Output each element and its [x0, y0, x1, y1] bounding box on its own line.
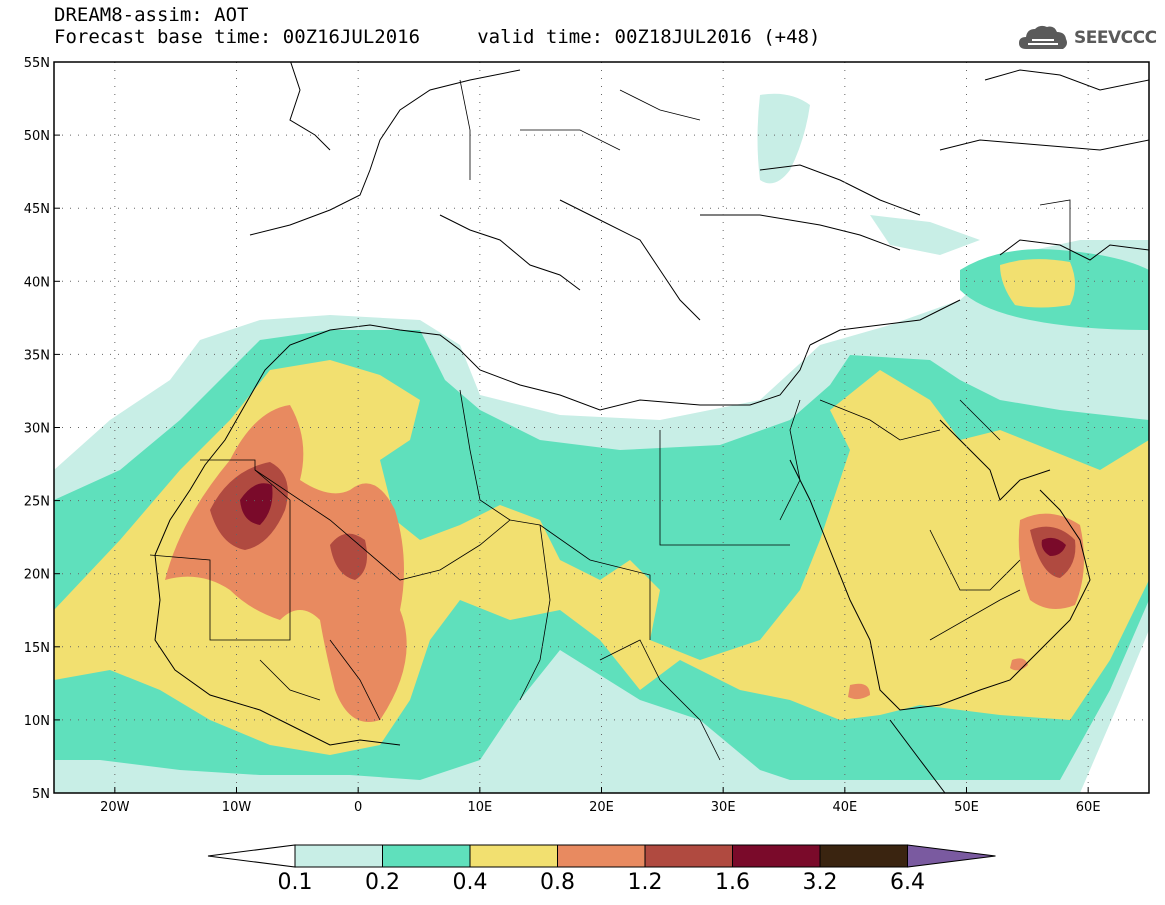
- lon-label: 60E: [1076, 800, 1101, 815]
- colorbar: 0.1 0.2 0.4 0.8 1.2 1.6 3.2 6.4: [208, 845, 996, 895]
- lat-label: 35N: [24, 348, 50, 363]
- lat-label: 55N: [24, 56, 50, 71]
- lat-label: 30N: [24, 422, 50, 437]
- lat-label: 50N: [24, 129, 50, 144]
- lon-label: 20E: [589, 800, 614, 815]
- colorbar-box: [295, 845, 383, 867]
- colorbar-label: 1.6: [715, 870, 750, 895]
- colorbar-arrow-low: [208, 845, 295, 867]
- colorbar-label: 6.4: [890, 870, 925, 895]
- colorbar-label: 0.4: [453, 870, 488, 895]
- lon-label: 10W: [222, 800, 252, 815]
- lon-label: 10E: [467, 800, 492, 815]
- lat-label: 20N: [24, 568, 50, 583]
- lon-label: 0: [354, 800, 362, 815]
- lat-label: 5N: [32, 787, 50, 802]
- aot-field: [54, 60, 1149, 793]
- colorbar-label: 0.8: [540, 870, 575, 895]
- colorbar-arrow-high: [908, 845, 996, 867]
- aot-map: 20W 10W 0 10E 20E 30E 40E 50E 60E 55N 50N 45N 40N 35…: [0, 0, 1165, 905]
- lat-label: 15N: [24, 641, 50, 656]
- colorbar-box: [470, 845, 558, 867]
- colorbar-label: 3.2: [803, 870, 838, 895]
- colorbar-label: 1.2: [628, 870, 663, 895]
- lat-label: 10N: [24, 714, 50, 729]
- lon-label: 40E: [832, 800, 857, 815]
- lon-label: 50E: [954, 800, 979, 815]
- lon-label: 20W: [100, 800, 130, 815]
- colorbar-box: [383, 845, 471, 867]
- lat-label: 45N: [24, 202, 50, 217]
- colorbar-label: 0.2: [365, 870, 400, 895]
- lat-label: 40N: [24, 275, 50, 290]
- colorbar-label: 0.1: [278, 870, 313, 895]
- colorbar-box: [558, 845, 646, 867]
- lat-label: 25N: [24, 495, 50, 510]
- lon-label: 30E: [711, 800, 736, 815]
- colorbar-box: [645, 845, 733, 867]
- colorbar-box: [733, 845, 821, 867]
- colorbar-box: [820, 845, 908, 867]
